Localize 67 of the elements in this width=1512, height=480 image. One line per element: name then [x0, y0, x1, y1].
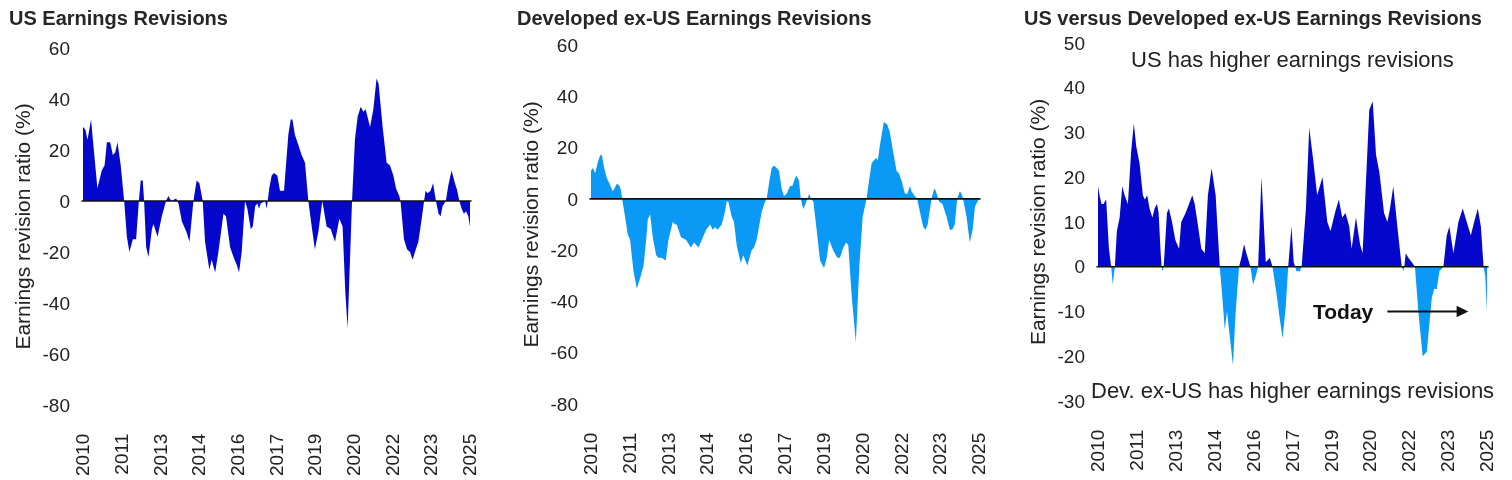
x-tick-label: 2014: [188, 433, 210, 477]
y-tick-label: -80: [550, 393, 578, 415]
annotation: Today: [1313, 300, 1374, 323]
x-tick-label: 2019: [304, 433, 326, 477]
y-tick-label: -40: [42, 292, 70, 314]
x-tick-label: 2023: [929, 432, 951, 476]
y-tick-label: 40: [556, 85, 578, 107]
annotation: Dev. ex-US has higher earnings revisions: [1091, 378, 1495, 403]
x-tick-label: 2025: [459, 433, 481, 477]
x-tick-label: 2010: [72, 433, 94, 477]
x-tick-label: 2010: [1087, 429, 1109, 473]
y-tick-label: -30: [1057, 390, 1085, 412]
x-tick-label: 2010: [580, 432, 602, 476]
x-tick-label: 2022: [890, 432, 912, 476]
chart-title: US versus Developed ex-US Earnings Revisions: [1024, 7, 1482, 29]
x-tick-label: 2017: [265, 433, 287, 477]
y-tick-label: -20: [550, 239, 578, 261]
x-tick-label: 2017: [1281, 429, 1303, 473]
chart-title: Developed ex-US Earnings Revisions: [517, 7, 872, 29]
y-tick-label: -60: [42, 343, 70, 365]
x-tick-label: 2017: [774, 432, 796, 476]
x-tick-label: 2014: [696, 432, 718, 476]
x-tick-label: 2011: [618, 432, 640, 474]
x-tick-label: 2013: [657, 432, 679, 476]
x-tick-label: 2016: [735, 432, 757, 476]
y-tick-label: 0: [1074, 256, 1085, 278]
x-tick-label: 2011: [110, 433, 132, 475]
x-tick-label: 2025: [968, 432, 990, 476]
annotation: US has higher earnings revisions: [1131, 47, 1454, 72]
y-axis-title: Earnings revision ratio (%): [10, 103, 34, 350]
x-tick-label: 2025: [1476, 429, 1498, 473]
y-tick-label: 40: [1063, 77, 1085, 99]
x-tick-label: 2011: [1125, 429, 1147, 471]
y-tick-label: -60: [550, 342, 578, 364]
x-tick-label: 2022: [1398, 429, 1420, 473]
x-tick-label: 2023: [1437, 429, 1459, 473]
x-tick-label: 2019: [1320, 429, 1342, 473]
x-tick-label: 2019: [812, 432, 834, 476]
y-tick-label: 20: [1063, 166, 1085, 188]
x-tick-label: 2020: [851, 432, 873, 476]
y-tick-label: 50: [1063, 32, 1085, 54]
y-tick-label: 0: [59, 190, 70, 212]
y-tick-label: -40: [550, 291, 578, 313]
y-tick-label: -20: [1057, 345, 1085, 367]
y-tick-label: 30: [1063, 122, 1085, 144]
y-tick-label: -10: [1057, 301, 1085, 323]
chart-title: US Earnings Revisions: [9, 7, 228, 29]
y-axis-title: Earnings revision ratio (%): [518, 101, 542, 348]
y-tick-label: 60: [48, 37, 70, 59]
x-tick-label: 2014: [1203, 429, 1225, 473]
x-tick-label: 2022: [381, 433, 403, 477]
y-axis-title: Earnings revision ratio (%): [1025, 98, 1049, 346]
y-tick-label: 10: [1063, 211, 1085, 233]
y-tick-label: 20: [556, 137, 578, 159]
y-tick-label: -80: [42, 394, 70, 416]
x-tick-label: 2016: [226, 433, 248, 477]
x-tick-label: 2013: [1164, 429, 1186, 473]
x-tick-label: 2013: [149, 433, 171, 477]
y-tick-label: 20: [48, 139, 70, 161]
x-tick-label: 2020: [1359, 429, 1381, 473]
y-tick-label: 0: [567, 188, 578, 210]
x-tick-label: 2016: [1242, 429, 1264, 473]
x-tick-label: 2020: [342, 433, 364, 477]
x-tick-label: 2023: [420, 433, 442, 477]
y-tick-label: 40: [48, 88, 70, 110]
y-tick-label: 60: [556, 34, 578, 56]
y-tick-label: -20: [42, 241, 70, 263]
